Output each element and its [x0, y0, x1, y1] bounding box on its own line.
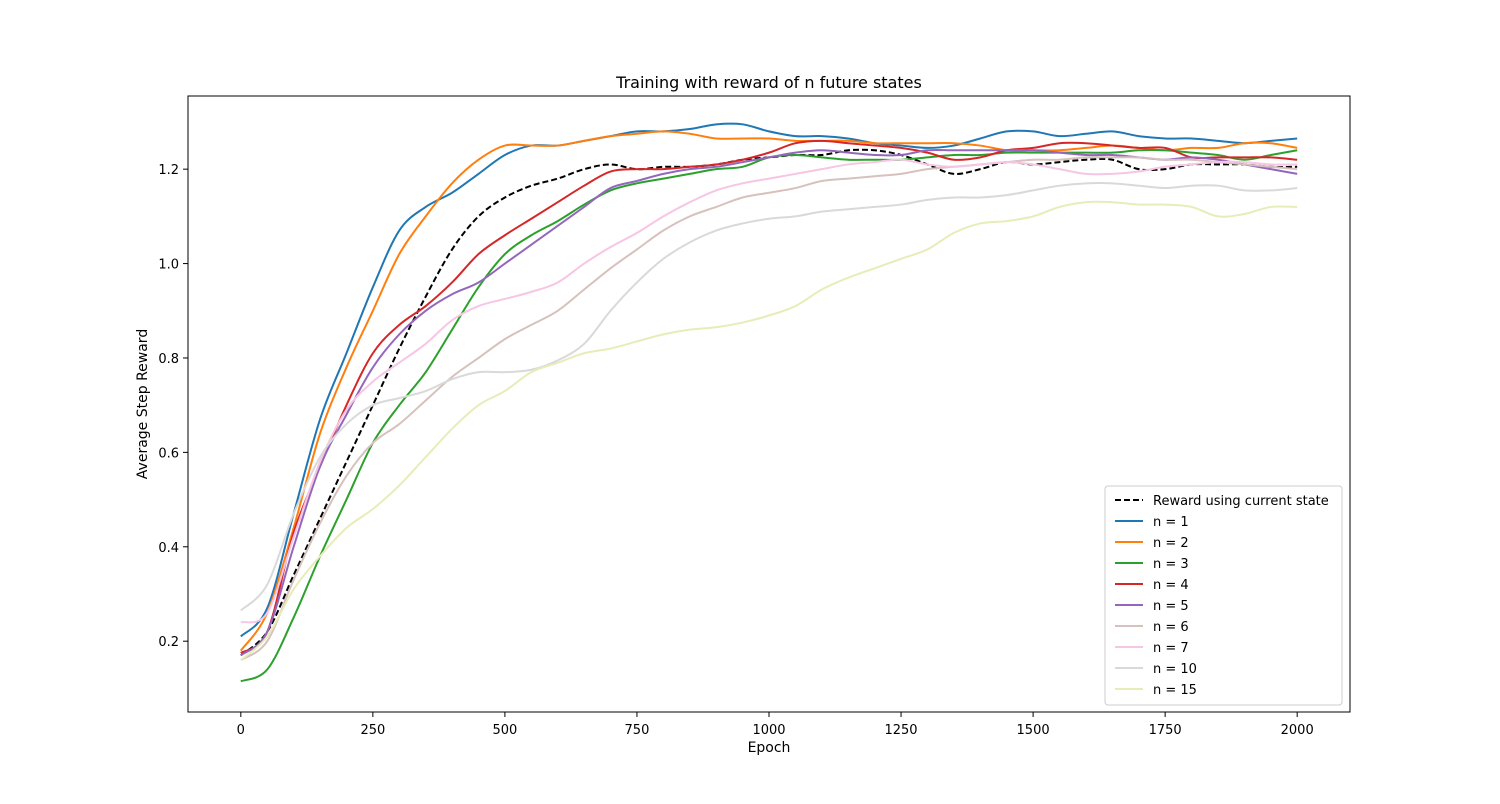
x-tick-label: 2000	[1281, 723, 1314, 738]
y-tick-label: 0.2	[158, 635, 179, 650]
legend-label-9: n = 15	[1153, 683, 1197, 698]
y-tick-label: 0.6	[158, 446, 179, 461]
legend-label-8: n = 10	[1153, 662, 1197, 677]
legend-box	[1104, 485, 1343, 706]
legend-label-7: n = 7	[1153, 641, 1189, 656]
legend-label-4: n = 4	[1153, 578, 1189, 593]
series-line-4	[240, 139, 1298, 654]
x-tick-label: 1250	[884, 723, 917, 738]
x-tick-label: 750	[625, 723, 650, 738]
x-tick-label: 0	[237, 723, 245, 738]
y-axis: 0.2 0.4 0.6 0.8 1.0 1.2	[158, 163, 188, 650]
y-tick-label: 1.2	[158, 163, 179, 178]
x-tick-label: 1500	[1017, 723, 1050, 738]
y-tick-label: 1.0	[158, 258, 179, 273]
series-line-8	[240, 182, 1298, 612]
legend-label-0: Reward using current state	[1153, 494, 1329, 509]
x-axis: 0 250 500 750 1000 1250 1500 1750 2000	[237, 712, 1314, 738]
x-tick-label: 1750	[1149, 723, 1182, 738]
series-line-9	[240, 200, 1298, 661]
legend-label-3: n = 3	[1153, 557, 1189, 572]
y-tick-label: 0.4	[158, 541, 179, 556]
series-line-6	[240, 156, 1298, 661]
legend-label-1: n = 1	[1153, 515, 1189, 530]
y-tick-label: 0.8	[158, 352, 179, 367]
series-line-1	[240, 122, 1298, 638]
legend: Reward using current state n = 1 n = 2 n = …	[1104, 485, 1343, 706]
legend-label-5: n = 5	[1153, 599, 1189, 614]
series-layer	[240, 122, 1298, 683]
x-tick-label: 500	[492, 723, 517, 738]
y-axis-label: Average Step Reward	[135, 329, 151, 479]
series-line-7	[240, 158, 1298, 624]
series-line-5	[240, 148, 1298, 657]
x-axis-label: Epoch	[748, 740, 791, 756]
legend-label-2: n = 2	[1153, 536, 1189, 551]
x-tick-label: 1000	[752, 723, 785, 738]
x-tick-label: 250	[360, 723, 385, 738]
legend-label-6: n = 6	[1153, 620, 1189, 635]
chart-title: Training with reward of n future states	[615, 73, 922, 92]
